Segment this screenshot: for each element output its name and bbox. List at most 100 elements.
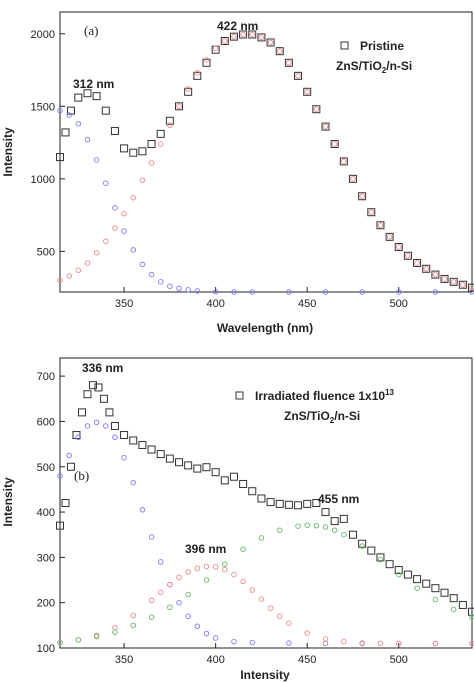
data-point-b-measured-26 — [257, 494, 266, 503]
data-point-b-fit_uv-19 — [249, 639, 256, 646]
data-point-a-fit_uv-7 — [121, 228, 127, 234]
data-point-a-fit_visible-11 — [157, 141, 164, 147]
data-marks-a — [56, 30, 474, 295]
plot-area-b — [59, 357, 473, 649]
data-point-b-measured-6 — [88, 381, 97, 390]
data-point-a-fit_visible-28 — [313, 106, 320, 112]
data-point-b-measured-45 — [431, 584, 440, 593]
data-point-b-fit_mid-17 — [258, 596, 265, 602]
data-point-a-measured-13 — [165, 116, 174, 125]
data-point-b-measured-32 — [312, 499, 321, 507]
data-point-b-fit_uv-2 — [75, 434, 82, 441]
data-point-a-fit_visible-16 — [203, 57, 210, 63]
data-point-a-measured-44 — [449, 277, 458, 286]
y-tick-label-a-500: 500 — [37, 246, 55, 258]
y-tick-label-a-1500: 1500 — [31, 101, 55, 113]
data-point-b-fit_uv-18 — [231, 638, 237, 645]
data-point-b-measured-44 — [422, 579, 431, 588]
data-point-a-fit_visible-25 — [286, 60, 292, 66]
data-point-a-measured-35 — [367, 208, 376, 217]
data-point-b-fit_uv-6 — [112, 434, 118, 441]
data-point-a-fit_uv-18 — [249, 289, 256, 295]
data-point-b-fit_green-16 — [322, 524, 329, 530]
data-point-b-fit_uv-1 — [66, 452, 72, 459]
data-point-a-fit_uv-12 — [167, 283, 173, 289]
data-point-b-measured-40 — [385, 560, 394, 569]
data-point-b-measured-18 — [184, 461, 193, 470]
legend-b-marker — [235, 391, 244, 400]
data-point-b-measured-33 — [321, 508, 330, 517]
legend-a-line2-sub: 2 — [382, 66, 387, 75]
data-point-b-fit_mid-10 — [194, 565, 201, 572]
data-point-a-fit_visible-39 — [414, 260, 420, 266]
data-point-a-measured-41 — [422, 264, 431, 273]
data-point-b-fit_mid-18 — [267, 605, 274, 611]
ticks-a: 350 400 450 500 500 1000 1500 2000 — [31, 29, 408, 310]
data-point-a-measured-21 — [239, 30, 248, 39]
data-point-a-fit_uv-19 — [286, 289, 292, 295]
data-point-b-measured-4 — [77, 408, 86, 417]
annotation-b-396nm: 396 nm — [185, 542, 226, 556]
data-point-a-measured-7 — [110, 126, 119, 135]
legend-b-line1-part1: Irradiated fluence 1x10 — [255, 389, 385, 403]
data-point-a-fit_visible-24 — [276, 48, 283, 54]
data-point-a-measured-3 — [74, 93, 83, 102]
data-point-b-fit_green-24 — [450, 606, 457, 613]
data-point-b-fit_mid-6 — [157, 589, 164, 596]
data-point-b-measured-24 — [239, 479, 248, 488]
x-axis-label-b: Intensity — [240, 668, 290, 682]
data-point-a-fit_visible-42 — [441, 276, 448, 282]
data-point-b-fit_uv-14 — [185, 613, 191, 620]
data-point-a-measured-6 — [101, 106, 110, 115]
data-point-a-fit_uv-22 — [396, 289, 402, 295]
x-tick-label-b-450: 450 — [298, 654, 316, 666]
data-point-b-measured-8 — [99, 394, 108, 403]
data-point-b-measured-12 — [129, 436, 138, 445]
data-point-a-fit_visible-10 — [148, 160, 155, 166]
annotation-a-312nm: 312 nm — [73, 77, 114, 91]
legend-a-line2: ZnS/TiO2/n-Si — [336, 59, 412, 75]
data-point-b-fit_mid-25 — [377, 640, 384, 647]
data-point-b-fit_green-7 — [185, 591, 191, 598]
data-point-a-measured-4 — [83, 89, 92, 98]
data-point-a-measured-16 — [193, 71, 202, 80]
data-point-a-fit_visible-37 — [396, 244, 402, 250]
data-point-b-measured-25 — [248, 487, 257, 496]
data-point-a-measured-31 — [330, 140, 339, 149]
data-point-b-fit_uv-3 — [84, 423, 91, 429]
x-axis-label-a: Wavelength (nm) — [217, 321, 313, 335]
data-point-a-fit_uv-1 — [66, 112, 72, 118]
data-point-b-fit_mid-15 — [240, 578, 246, 585]
data-point-b-measured-46 — [440, 588, 449, 597]
data-point-b-fit_green-20 — [377, 556, 384, 563]
data-point-b-measured-14 — [147, 445, 156, 454]
data-point-b-fit_mid-12 — [212, 564, 219, 570]
data-point-a-measured-15 — [184, 87, 193, 96]
y-tick-label-b-100: 100 — [37, 643, 55, 655]
data-point-a-fit_visible-23 — [267, 39, 274, 46]
data-point-a-measured-26 — [284, 58, 293, 67]
data-point-b-fit_uv-10 — [148, 534, 155, 540]
legend-b: Irradiated fluence 1x1013 ZnS/TiO2/n-Si — [235, 388, 395, 425]
chart-panel-b: 350 400 450 500 100 200 300 400 500 600 700 (b) 33… — [1, 357, 474, 682]
data-point-b-measured-36 — [348, 530, 357, 539]
data-point-a-fit_visible-1 — [66, 273, 72, 279]
data-point-a-fit_uv-11 — [157, 279, 164, 285]
data-point-a-fit_visible-29 — [322, 123, 329, 130]
data-point-a-fit_visible-34 — [368, 209, 375, 215]
data-point-b-fit_mid-5 — [148, 597, 155, 604]
data-point-a-fit_uv-20 — [322, 289, 329, 295]
data-point-b-fit_mid-19 — [276, 613, 283, 620]
data-point-a-measured-17 — [202, 58, 211, 67]
data-point-b-fit_green-6 — [167, 604, 173, 610]
data-point-b-measured-0 — [56, 521, 64, 530]
data-point-a-fit_uv-5 — [103, 180, 109, 186]
data-point-b-fit_green-15 — [313, 522, 320, 529]
data-point-b-fit_mid-4 — [130, 612, 136, 619]
data-point-b-measured-23 — [229, 472, 238, 481]
annotation-a-422nm: 422 nm — [217, 19, 258, 33]
data-point-a-fit_visible-41 — [432, 271, 439, 278]
legend-a-line2-part3: /n-Si — [386, 59, 412, 73]
data-point-a-fit_visible-22 — [258, 34, 265, 41]
data-point-a-fit_uv-16 — [212, 288, 219, 295]
